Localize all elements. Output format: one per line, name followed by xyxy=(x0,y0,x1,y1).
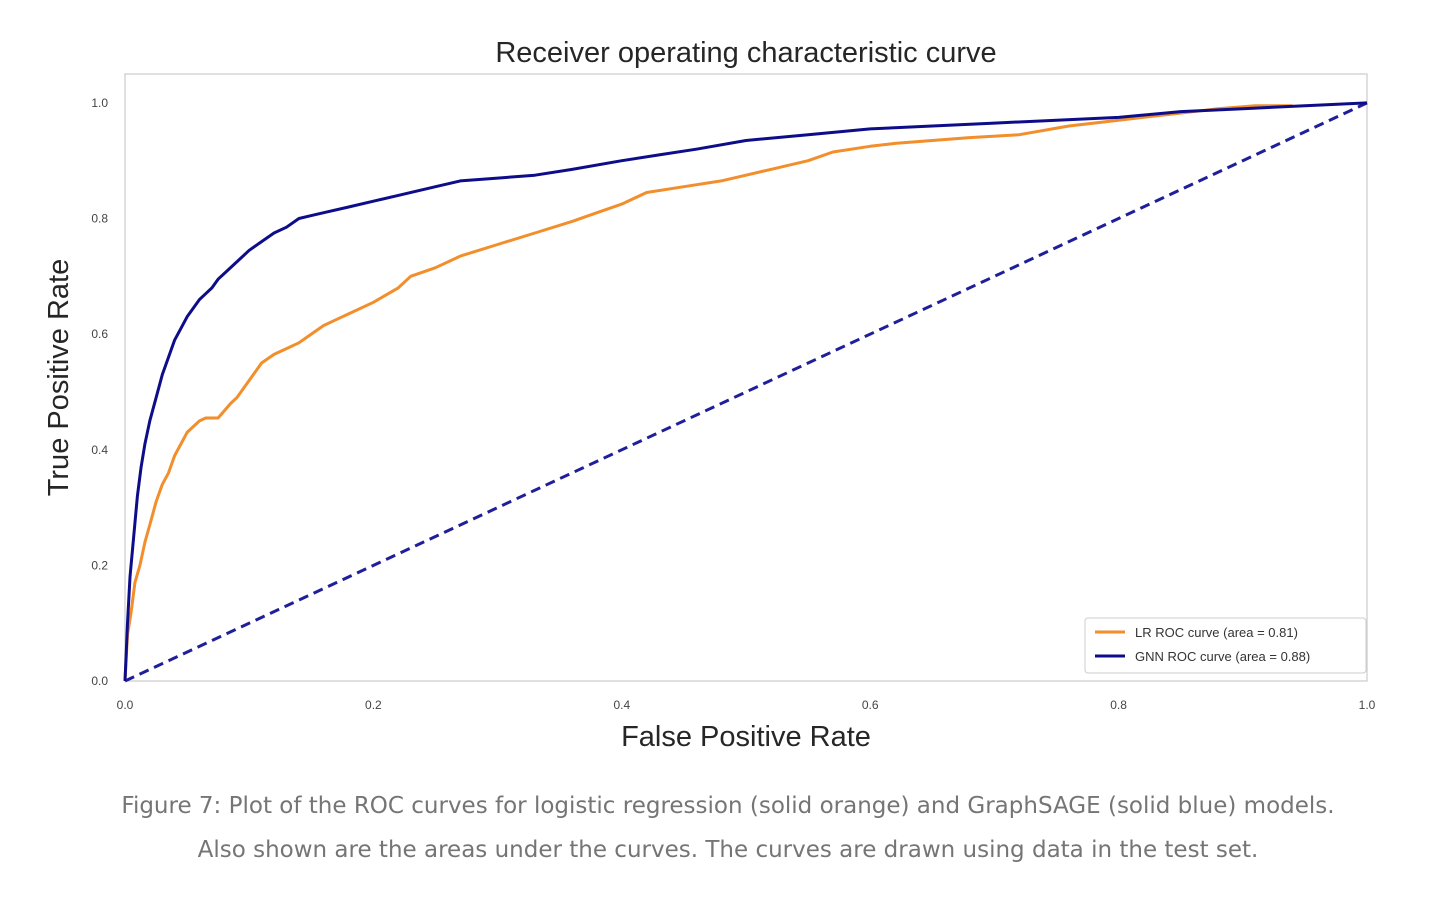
chart-title: Receiver operating characteristic curve xyxy=(495,37,996,69)
roc-figure: Receiver operating characteristic curve F… xyxy=(43,37,1376,753)
x-tick-label: 0.8 xyxy=(1110,698,1127,712)
y-tick-label: 0.4 xyxy=(91,443,108,457)
x-tick-label: 0.2 xyxy=(365,698,382,712)
figure-caption: Figure 7: Plot of the ROC curves for log… xyxy=(20,784,1436,872)
caption-line-2: Also shown are the areas under the curve… xyxy=(197,837,1259,863)
legend-box xyxy=(1084,617,1367,674)
x-tick-label: 0.6 xyxy=(862,698,879,712)
y-tick-label: 0.6 xyxy=(91,327,108,341)
plot-frame xyxy=(124,73,1368,682)
x-tick-label: 1.0 xyxy=(1359,698,1376,712)
chance-diagonal-line xyxy=(124,101,1368,683)
legend-entry: LR ROC curve (area = 0.81) xyxy=(1135,625,1298,640)
gnn-roc-line xyxy=(123,101,1368,682)
y-tick-label: 1.0 xyxy=(91,96,108,110)
lr-roc-line xyxy=(123,104,1293,682)
y-tick-label: 0.8 xyxy=(91,212,108,226)
x-tick-label: 0.4 xyxy=(613,698,630,712)
roc-chart: Receiver operating characteristic curve F… xyxy=(43,37,1376,753)
y-tick-label: 0.0 xyxy=(91,674,108,688)
legend-entry: GNN ROC curve (area = 0.88) xyxy=(1135,649,1310,664)
y-axis-label: True Positive Rate xyxy=(43,259,75,496)
x-axis-label: False Positive Rate xyxy=(621,721,871,753)
caption-line-1: Figure 7: Plot of the ROC curves for log… xyxy=(121,793,1335,819)
x-tick-label: 0.0 xyxy=(117,698,134,712)
y-tick-label: 0.2 xyxy=(91,558,108,572)
